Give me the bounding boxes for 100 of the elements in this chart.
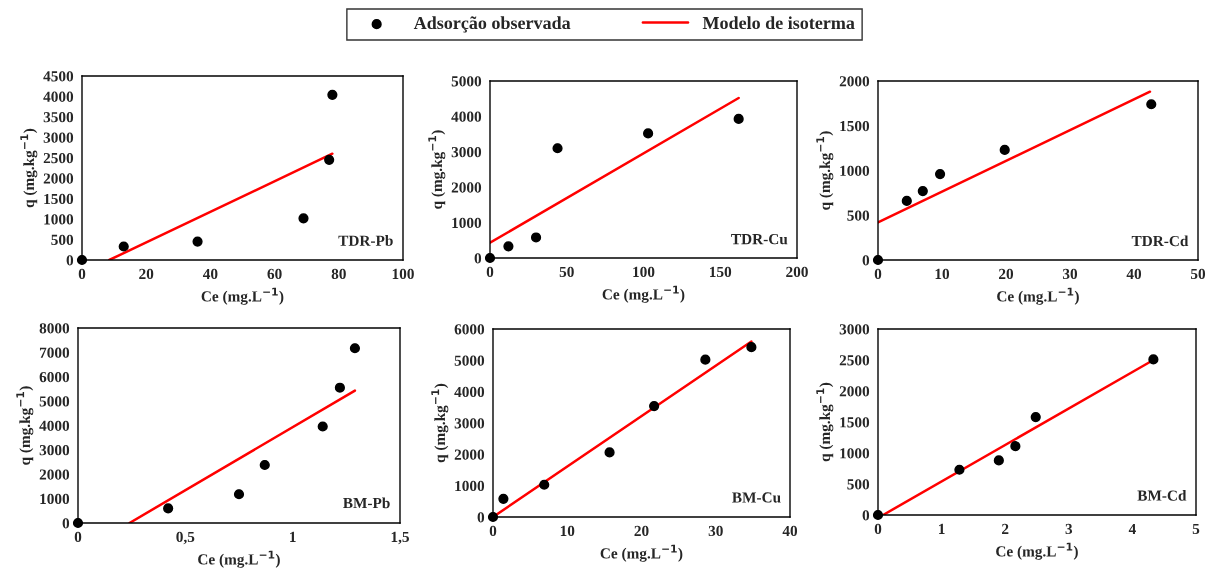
point bbox=[901, 195, 912, 207]
y-tick-label: 7000 bbox=[39, 347, 70, 358]
x-tick-label: 20 bbox=[999, 268, 1014, 280]
y-tick-label: 1500 bbox=[840, 417, 870, 428]
y-tick-label: 0 bbox=[474, 253, 482, 264]
x-tick-label: 4 bbox=[1128, 523, 1136, 534]
point bbox=[334, 382, 345, 393]
point bbox=[530, 232, 542, 243]
point bbox=[72, 517, 84, 529]
y-tick-label: 6000 bbox=[39, 371, 70, 383]
y-axis-title: q (mg.kg$^{−1}$) bbox=[20, 128, 38, 208]
point bbox=[317, 421, 328, 432]
point bbox=[649, 400, 660, 412]
x-tick-label: 50 bbox=[559, 266, 574, 278]
x-tick-label: 0 bbox=[489, 525, 497, 537]
x-tick-label: 200 bbox=[786, 266, 808, 278]
y-tick-label: 1500 bbox=[44, 193, 74, 205]
x-tick-label: 0 bbox=[78, 268, 86, 280]
point bbox=[192, 236, 203, 247]
y-tick-label: 5000 bbox=[451, 76, 482, 87]
x-tick-label: 40 bbox=[1126, 268, 1142, 280]
y-tick-label: 2500 bbox=[43, 152, 74, 164]
x-axis-title: Ce (mg.L$^{−1}$) bbox=[600, 544, 683, 562]
y-tick-label: 2000 bbox=[839, 386, 870, 397]
point bbox=[993, 455, 1004, 466]
y-tick-label: 4500 bbox=[43, 71, 74, 82]
y-tick-label: 5000 bbox=[454, 355, 485, 366]
point bbox=[1148, 354, 1159, 365]
point bbox=[1010, 441, 1021, 452]
x-tick-label: 10 bbox=[935, 268, 950, 280]
y-tick-label: 500 bbox=[847, 210, 870, 221]
x-tick-label: 20 bbox=[634, 525, 649, 537]
point bbox=[487, 511, 499, 523]
x-tick-label: 10 bbox=[560, 525, 575, 537]
y-axis-title: q (mg.kg$^{−1}$) bbox=[16, 386, 34, 465]
x-axis-title: Ce (mg.L$^{−1}$) bbox=[198, 550, 280, 568]
y-tick-label: 0 bbox=[477, 512, 485, 523]
y-tick-label: 5000 bbox=[39, 396, 70, 407]
y-tick-label: 4000 bbox=[39, 420, 70, 431]
annotation: TDR-Pb bbox=[338, 235, 393, 246]
point bbox=[349, 343, 361, 354]
x-tick-label: 30 bbox=[708, 525, 723, 537]
point bbox=[700, 354, 711, 365]
point bbox=[1030, 411, 1041, 423]
point bbox=[484, 252, 496, 264]
x-tick-label: 40 bbox=[202, 268, 218, 280]
y-tick-label: 4000 bbox=[451, 111, 482, 122]
x-axis-title: Ce (mg.L$^{−1}$) bbox=[997, 287, 1079, 305]
y-tick-label: 1000 bbox=[840, 448, 870, 459]
y-tick-label: 4000 bbox=[454, 386, 485, 398]
x-tick-label: 0 bbox=[74, 531, 82, 543]
x-tick-label: 150 bbox=[710, 266, 732, 278]
point bbox=[503, 241, 514, 252]
x-tick-label: 80 bbox=[331, 268, 346, 280]
annotation: TDR-Cd bbox=[1131, 235, 1189, 247]
point bbox=[934, 168, 946, 180]
annotation: TDR-Cu bbox=[731, 234, 788, 245]
y-tick-label: 1000 bbox=[40, 493, 70, 505]
y-tick-label: 3000 bbox=[839, 324, 870, 335]
y-axis-title: q (mg.kg$^{−1}$) bbox=[431, 383, 449, 463]
y-tick-label: 8000 bbox=[39, 323, 70, 334]
y-tick-label: 1500 bbox=[840, 120, 870, 132]
x-axis-title: Ce (mg.L$^{−1}$) bbox=[996, 542, 1078, 560]
y-tick-label: 2000 bbox=[839, 76, 870, 87]
y-tick-label: 6000 bbox=[454, 324, 485, 335]
y-tick-label: 2000 bbox=[43, 173, 74, 184]
y-tick-label: 1000 bbox=[840, 165, 870, 176]
point bbox=[259, 459, 270, 471]
point bbox=[872, 509, 884, 521]
x-tick-label: 0,5 bbox=[176, 531, 195, 545]
x-tick-label: 0 bbox=[486, 266, 494, 278]
x-tick-label: 0 bbox=[874, 268, 882, 280]
point bbox=[552, 143, 563, 154]
legend-label: Modelo de isoterma bbox=[702, 16, 855, 30]
y-tick-label: 4000 bbox=[43, 91, 74, 102]
y-axis-title: q (mg.kg$^{−1}$) bbox=[816, 382, 834, 462]
y-axis-title: q (mg.kg$^{−1}$) bbox=[816, 131, 834, 210]
x-tick-label: 2 bbox=[1002, 523, 1009, 534]
point bbox=[163, 503, 174, 514]
point bbox=[733, 113, 744, 124]
y-tick-label: 1000 bbox=[44, 214, 74, 225]
point bbox=[917, 185, 928, 197]
point bbox=[604, 447, 615, 458]
y-tick-label: 3000 bbox=[43, 132, 74, 143]
y-tick-label: 2000 bbox=[454, 449, 485, 460]
x-tick-label: 1,5 bbox=[391, 531, 409, 545]
annotation: BM-Pb bbox=[343, 497, 390, 509]
y-axis-title: q (mg.kg$^{−1}$) bbox=[428, 130, 446, 209]
point bbox=[118, 241, 129, 252]
y-tick-label: 0 bbox=[862, 255, 870, 266]
y-tick-label: 3000 bbox=[454, 418, 485, 429]
point bbox=[298, 213, 309, 224]
point bbox=[327, 89, 338, 100]
x-axis-title: Ce (mg.L$^{−1}$) bbox=[602, 285, 685, 303]
x-tick-label: 100 bbox=[392, 268, 414, 280]
point bbox=[498, 493, 509, 504]
point bbox=[76, 254, 88, 266]
x-tick-label: 1 bbox=[939, 523, 945, 534]
y-tick-label: 2000 bbox=[39, 469, 70, 480]
x-tick-label: 30 bbox=[1062, 268, 1078, 280]
